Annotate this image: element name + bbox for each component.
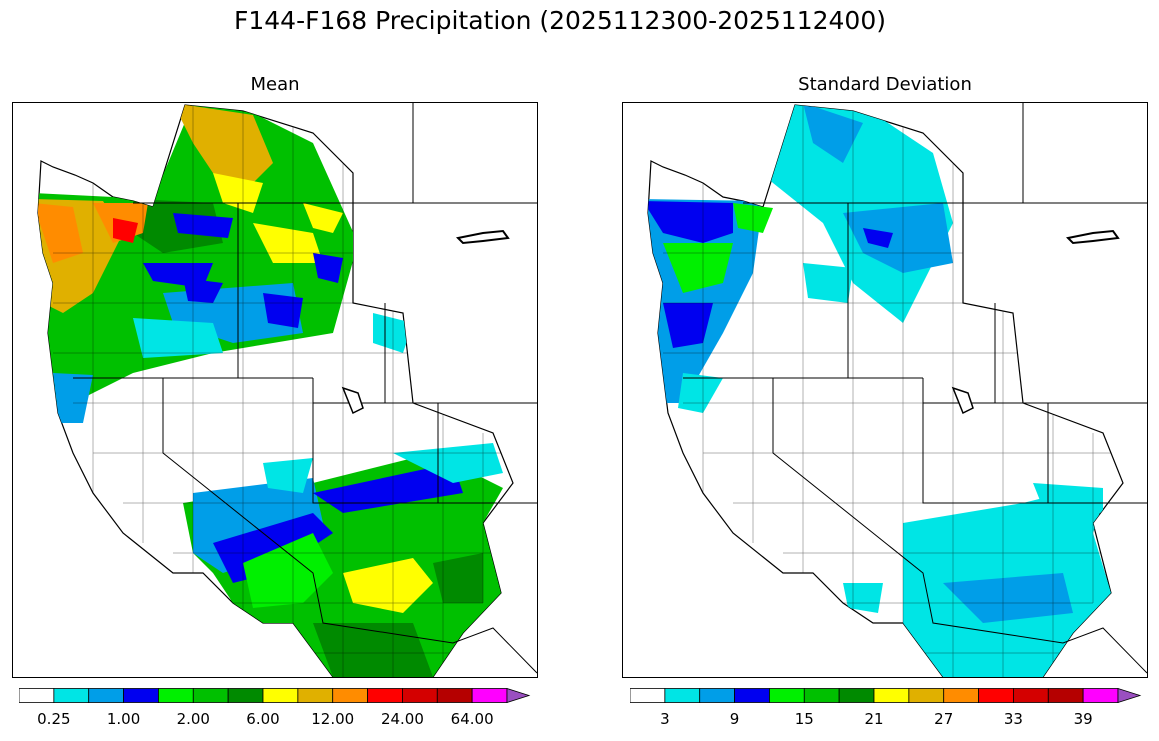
- colorbar-segment: [192, 688, 229, 703]
- colorbar-segment: [1082, 688, 1119, 703]
- map-mean-canvas: [37, 103, 537, 677]
- colorbar-segment: [1047, 688, 1084, 703]
- colorbar-segment: [158, 688, 194, 703]
- colorbar-tick-label: 39: [1073, 710, 1093, 728]
- colorbar-tick-label: 27: [934, 710, 954, 728]
- colorbar-tick-label: 6.00: [246, 710, 280, 728]
- colorbar-segment: [1117, 687, 1142, 704]
- colorbar-segment: [803, 688, 840, 703]
- map-stddev: [622, 102, 1148, 678]
- colorbar-mean-svg: [18, 687, 531, 704]
- colorbar-segment: [838, 688, 875, 703]
- colorbar-mean: [18, 687, 531, 707]
- map-stddev-canvas: [647, 103, 1147, 677]
- colorbar-segment: [367, 688, 403, 703]
- colorbar-segment: [402, 688, 438, 703]
- colorbar-tick-label: 12.00: [311, 710, 355, 728]
- colorbar-tick-label: 64.00: [450, 710, 494, 728]
- colorbar-segment: [943, 688, 979, 703]
- colorbar-tick-label: 3: [660, 710, 670, 728]
- colorbar-segment: [297, 688, 334, 703]
- colorbar-segment: [332, 688, 368, 703]
- colorbar-tick-label: 33: [1003, 710, 1023, 728]
- colorbar-segment: [471, 688, 508, 703]
- colorbar-segment: [506, 687, 531, 704]
- colorbar-segment: [629, 688, 666, 703]
- colorbar-segment: [978, 688, 1014, 703]
- colorbar-segment: [908, 688, 945, 703]
- colorbar-segment: [1013, 688, 1049, 703]
- colorbar-segment: [123, 688, 159, 703]
- colorbar-tick-label: 24.00: [380, 710, 424, 728]
- colorbar-tick-label: 0.25: [37, 710, 71, 728]
- colorbar-tick-label: 9: [729, 710, 740, 728]
- colorbar-segment: [262, 688, 299, 703]
- colorbar-segment: [88, 688, 124, 703]
- colorbar-tick-label: 1.00: [106, 710, 141, 728]
- map-mean: [12, 102, 538, 678]
- colorbar-tick-label: 2.00: [176, 710, 210, 728]
- colorbar-stddev: [629, 687, 1142, 707]
- colorbar-segment: [699, 688, 735, 703]
- colorbar-segment: [18, 688, 55, 703]
- colorbar-segment: [769, 688, 805, 703]
- figure-title: F144-F168 Precipitation (2025112300-2025…: [233, 6, 886, 35]
- colorbar-segment: [734, 688, 770, 703]
- colorbar-stddev-svg: [629, 687, 1142, 704]
- colorbar-segment: [873, 688, 910, 703]
- panel-title-mean: Mean: [250, 74, 300, 95]
- panel-title-stddev: Standard Deviation: [798, 74, 972, 95]
- colorbar-tick-label: 21: [864, 710, 884, 728]
- colorbar-tick-label: 15: [794, 710, 814, 728]
- colorbar-segment: [53, 688, 90, 703]
- colorbar-segment: [664, 688, 701, 703]
- colorbar-segment: [227, 688, 264, 703]
- colorbar-segment: [436, 688, 473, 703]
